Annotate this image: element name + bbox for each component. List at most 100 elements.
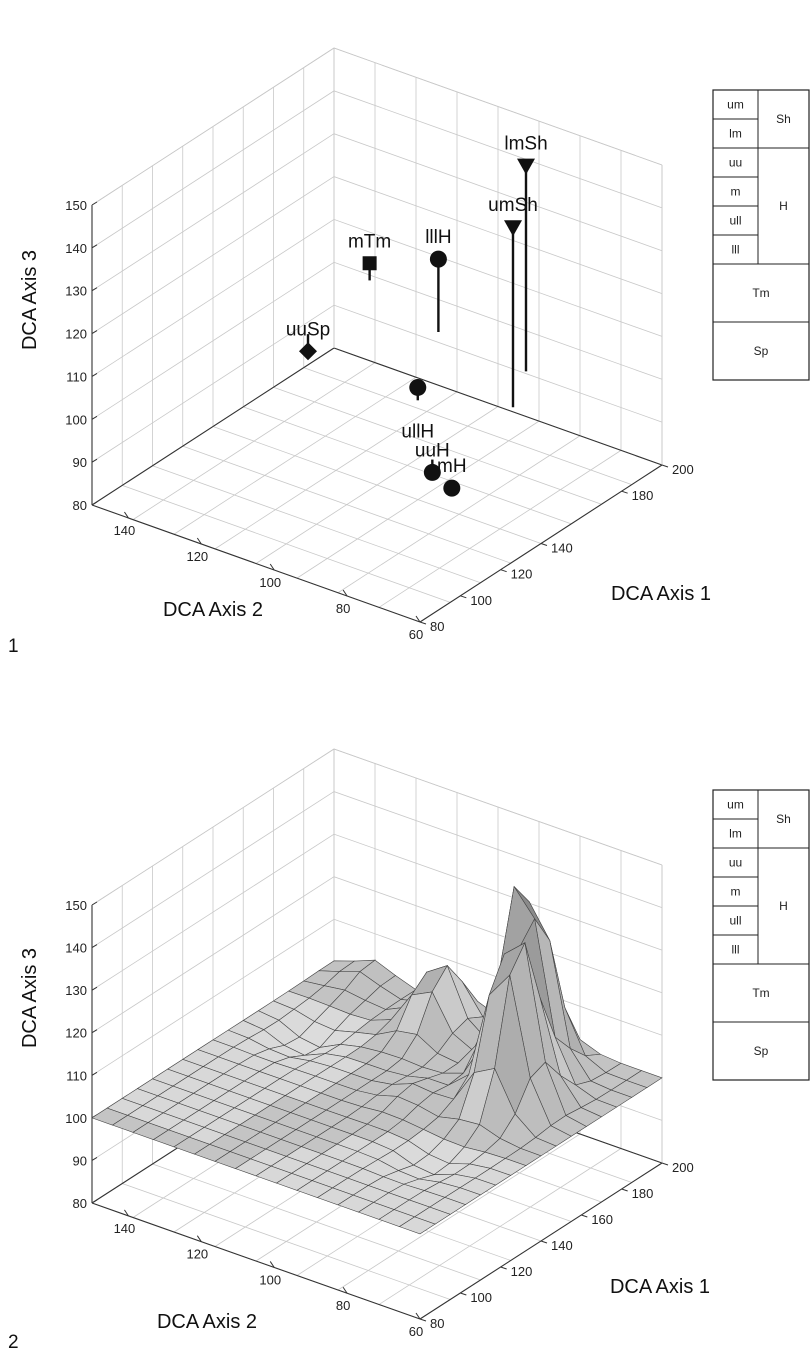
x-tick-mark [500, 569, 507, 573]
point-label-mTm: mTm [348, 231, 391, 252]
panel-1-ylabel: DCA Axis 2 [163, 599, 263, 621]
grid-line [91, 261, 663, 420]
y-tick-label: 60 [409, 627, 423, 642]
z-tick-mark [91, 944, 98, 949]
legend-cell-label: Sp [754, 1044, 769, 1058]
z-tick-label: 140 [65, 241, 87, 256]
legend-cell-label: uu [729, 856, 742, 870]
x-tick-label: 200 [672, 1160, 694, 1175]
grid-line [91, 347, 663, 506]
z-tick-label: 80 [73, 1196, 87, 1211]
z-tick-label: 150 [65, 898, 87, 913]
legend-cell-label: lll [732, 243, 740, 257]
z-tick-label: 130 [65, 284, 87, 299]
x-tick-mark [621, 1188, 628, 1192]
y-tick-mark [269, 563, 275, 571]
panel-2-surface3d: 80 90 100 110 120 130 140 150 60 80 100 120 140 80 100… [8, 748, 710, 1353]
point-ullH [409, 378, 427, 396]
grid-line [91, 133, 663, 292]
x-tick-mark [460, 1292, 467, 1296]
panel-2-ylabel: DCA Axis 2 [157, 1311, 257, 1333]
x-tick-label: 140 [551, 1238, 573, 1253]
z-tick-mark [91, 372, 98, 377]
grid-line [214, 391, 458, 550]
z-tick-label: 110 [66, 369, 87, 384]
point-uuSp [299, 342, 317, 361]
grid-line [255, 406, 499, 564]
grid-line [91, 304, 663, 463]
y-tick-mark [124, 1209, 129, 1217]
legend-cell-label: lm [729, 127, 742, 141]
point-lllH [429, 250, 447, 268]
panel-1-xlabel: DCA Axis 1 [611, 583, 711, 605]
x-tick-label: 180 [632, 1186, 654, 1201]
x-tick-label: 160 [591, 1212, 613, 1227]
frame-edge [91, 748, 335, 906]
x-tick-mark [540, 543, 548, 546]
y-tick-mark [196, 1235, 202, 1242]
grid-line [132, 362, 376, 520]
y-tick-label: 100 [259, 1272, 281, 1287]
x-tick-label: 120 [511, 567, 533, 582]
y-tick-mark [124, 511, 129, 519]
legend-cell-label: ull [729, 214, 741, 228]
legend-cell-label: Tm [752, 286, 769, 300]
x-tick-label: 80 [430, 1316, 444, 1331]
y-tick-mark [269, 1261, 275, 1268]
x-tick-label: 80 [430, 619, 444, 634]
x-tick-mark [581, 1214, 588, 1218]
x-tick-mark [419, 621, 427, 625]
point-label-uuSp: uuSp [286, 319, 330, 340]
z-tick-mark [91, 901, 98, 906]
legend-cell-label: um [727, 798, 744, 812]
frame-edge [91, 504, 421, 623]
frame-edge [91, 347, 335, 506]
x-tick-label: 100 [470, 593, 492, 608]
z-tick-label: 120 [65, 1026, 87, 1041]
grid-line [91, 791, 663, 948]
z-tick-mark [91, 1071, 98, 1076]
frame-edge [333, 47, 663, 166]
x-tick-mark [460, 595, 467, 599]
grid-line [173, 376, 417, 535]
point-label-ullH: ullH [401, 421, 434, 442]
z-tick-label: 100 [65, 412, 87, 427]
frame-edge [91, 47, 335, 206]
point-label-lllH: lllH [425, 227, 451, 248]
z-tick-mark [91, 415, 98, 420]
z-tick-label: 80 [73, 498, 87, 513]
x-tick-mark [540, 1240, 548, 1244]
y-tick-label: 100 [259, 575, 281, 590]
point-mH [443, 479, 461, 497]
y-tick-label: 120 [186, 549, 208, 564]
z-tick-label: 90 [73, 455, 87, 470]
surface-cell [398, 1216, 436, 1235]
grid-line [378, 450, 622, 608]
legend-cell-label: Sh [776, 812, 791, 826]
grid-line [337, 435, 581, 594]
x-tick-label: 120 [511, 1264, 533, 1279]
legend-cell-label: m [731, 185, 741, 199]
y-tick-mark [342, 1286, 348, 1294]
x-tick-label: 100 [470, 1290, 492, 1305]
z-tick-label: 130 [65, 983, 87, 998]
point-lmSh [517, 158, 535, 175]
z-tick-mark [91, 1029, 98, 1034]
legend-cell-label: ull [729, 914, 741, 928]
panel-1-scatter3d: 80 90 100 110 120 130 140 150 60 80 100 120 140 80 100… [8, 47, 711, 657]
z-tick-mark [91, 330, 98, 335]
frame-edge [91, 1202, 421, 1320]
z-tick-mark [91, 986, 98, 991]
z-tick-mark [91, 1199, 98, 1204]
z-tick-label: 120 [65, 327, 87, 342]
y-tick-mark [196, 537, 202, 545]
point-label-mH: mH [437, 456, 467, 477]
y-tick-label: 140 [114, 1221, 136, 1236]
point-uuH [423, 463, 441, 481]
panel-2-number: 2 [8, 1332, 19, 1353]
panel-2-xlabel: DCA Axis 1 [610, 1276, 710, 1298]
legend-cell-label: lm [729, 827, 742, 841]
y-tick-mark [342, 589, 348, 597]
grid-line [337, 1133, 581, 1291]
x-tick-label: 200 [672, 462, 694, 477]
